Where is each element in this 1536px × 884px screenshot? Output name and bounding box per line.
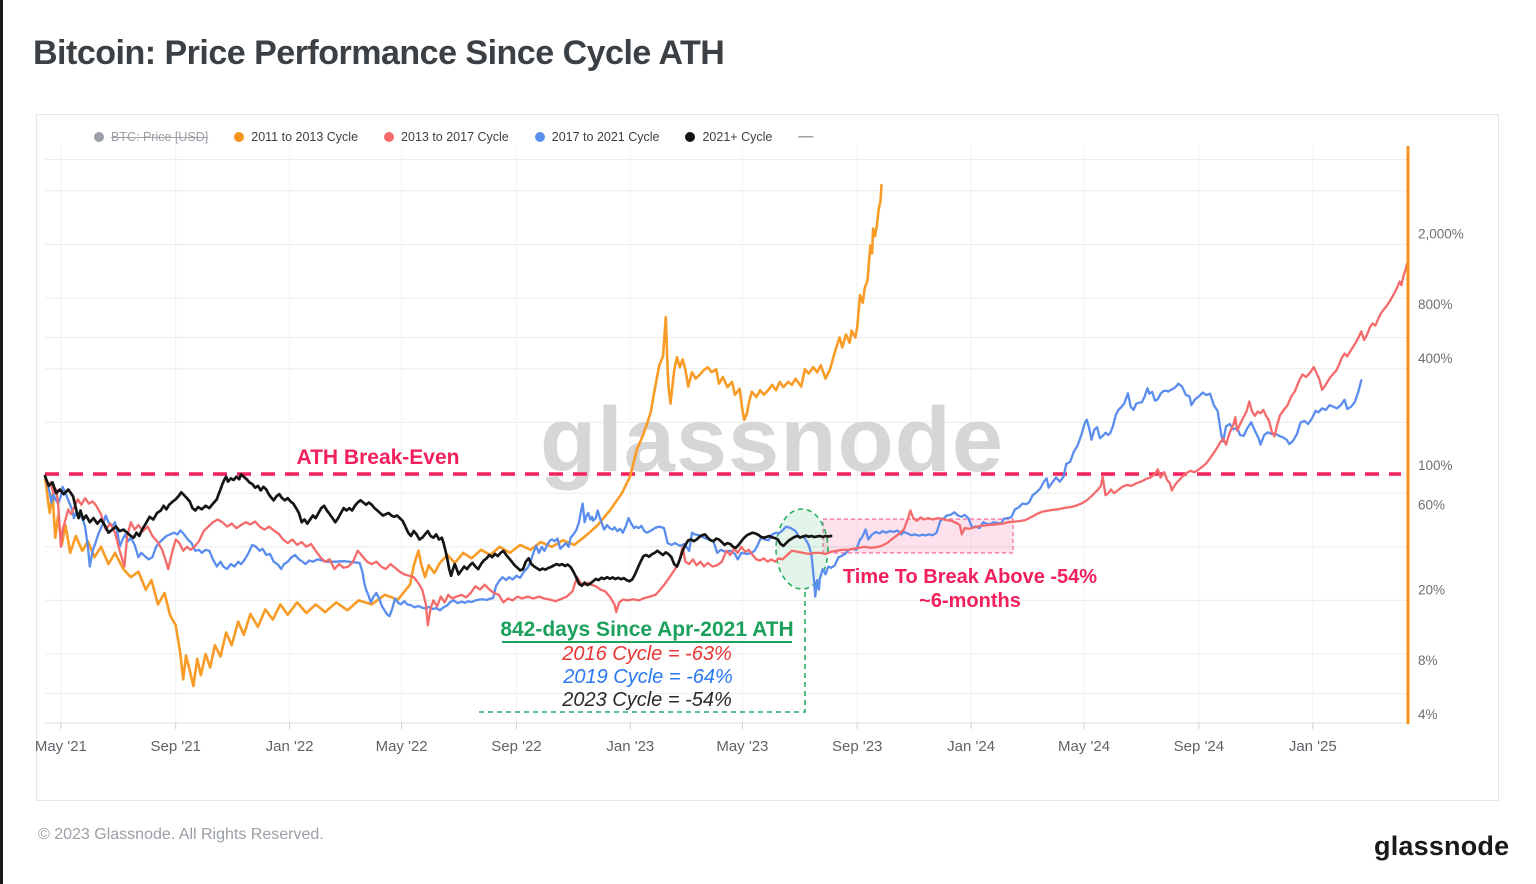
- break-above-label-line2: ~6-months: [919, 590, 1021, 612]
- legend-item-2017-2021[interactable]: 2017 to 2021 Cycle: [534, 129, 660, 144]
- chart-legend: BTC: Price [USD] 2011 to 2013 Cycle 2013…: [94, 128, 813, 145]
- y-tick-label: 800%: [1418, 297, 1453, 312]
- series-line-2011-2013-cycle[interactable]: [43, 183, 883, 688]
- legend-item-label: BTC: Price [USD]: [111, 129, 209, 144]
- series-line-2021-plus-cycle[interactable]: [43, 473, 833, 588]
- y-tick-label: 2,000%: [1418, 226, 1464, 241]
- legend-dot-icon: [94, 131, 104, 142]
- legend-dot-icon: [234, 131, 245, 142]
- legend-dash-icon[interactable]: —: [798, 128, 814, 145]
- x-tick-label: Sep '23: [832, 738, 882, 755]
- y-tick-label: 20%: [1418, 582, 1445, 597]
- x-tick-label: May '24: [1058, 738, 1110, 755]
- y-tick-label: 100%: [1418, 458, 1453, 473]
- y-tick-label: 400%: [1418, 351, 1453, 366]
- legend-item-2013-2017[interactable]: 2013 to 2017 Cycle: [384, 130, 509, 144]
- page-left-accent-bar: [0, 0, 3, 884]
- highlight-ellipse-cycle-low: [775, 508, 829, 590]
- x-tick-label: Jan '23: [606, 738, 654, 755]
- legend-item-2011-2013[interactable]: 2011 to 2013 Cycle: [234, 130, 358, 144]
- days-since-ath-label: 842-days Since Apr-2021 ATH: [500, 618, 793, 641]
- break-above-label-line1: Time To Break Above -54%: [843, 566, 1097, 588]
- x-tick-label: Sep '24: [1174, 738, 1224, 755]
- x-tick-label: Jan '22: [266, 738, 314, 755]
- legend-item-btc-price[interactable]: BTC: Price [USD]: [94, 130, 208, 144]
- legend-dot-icon: [384, 131, 395, 142]
- ath-breakeven-label: ATH Break-Even: [297, 446, 460, 469]
- x-tick-label: Sep '21: [150, 738, 200, 755]
- price-performance-chart[interactable]: May '21 Sep '21 Jan '22 May '22 Sep '22 Jan '…: [36, 114, 1500, 801]
- legend-item-label: 2021+ Cycle: [702, 129, 773, 144]
- y-tick-label: 60%: [1418, 498, 1445, 513]
- cycle-2023-label: 2023 Cycle = -54%: [561, 689, 732, 711]
- cycle-2019-label: 2019 Cycle = -64%: [562, 666, 733, 688]
- x-tick-label: Sep '22: [491, 738, 541, 755]
- y-tick-label: 4%: [1418, 707, 1438, 722]
- chart-card: [36, 114, 1499, 801]
- legend-item-label: 2017 to 2021 Cycle: [551, 129, 660, 144]
- glassnode-logo: glassnode: [1374, 831, 1510, 861]
- x-tick-label: May '23: [716, 738, 768, 755]
- x-tick-label: Jan '25: [1289, 738, 1337, 755]
- legend-dot-icon: [685, 131, 696, 142]
- series-line-2013-2017-cycle[interactable]: [43, 262, 1409, 627]
- copyright-text: © 2023 Glassnode. All Rights Reserved.: [38, 826, 324, 843]
- y-tick-label: 8%: [1418, 653, 1438, 668]
- page-title: Bitcoin: Price Performance Since Cycle A…: [33, 34, 725, 72]
- annotation-bracket: [479, 591, 806, 713]
- x-tick-label: May '22: [376, 738, 428, 755]
- x-tick-label: May '21: [36, 738, 87, 755]
- legend-item-2021-plus[interactable]: 2021+ Cycle: [685, 130, 772, 144]
- legend-dot-icon: [534, 131, 545, 142]
- cycle-2016-label: 2016 Cycle = -63%: [561, 643, 732, 665]
- x-tick-label: Jan '24: [947, 738, 995, 755]
- legend-item-label: 2011 to 2013 Cycle: [251, 129, 359, 144]
- legend-item-label: 2013 to 2017 Cycle: [401, 129, 509, 144]
